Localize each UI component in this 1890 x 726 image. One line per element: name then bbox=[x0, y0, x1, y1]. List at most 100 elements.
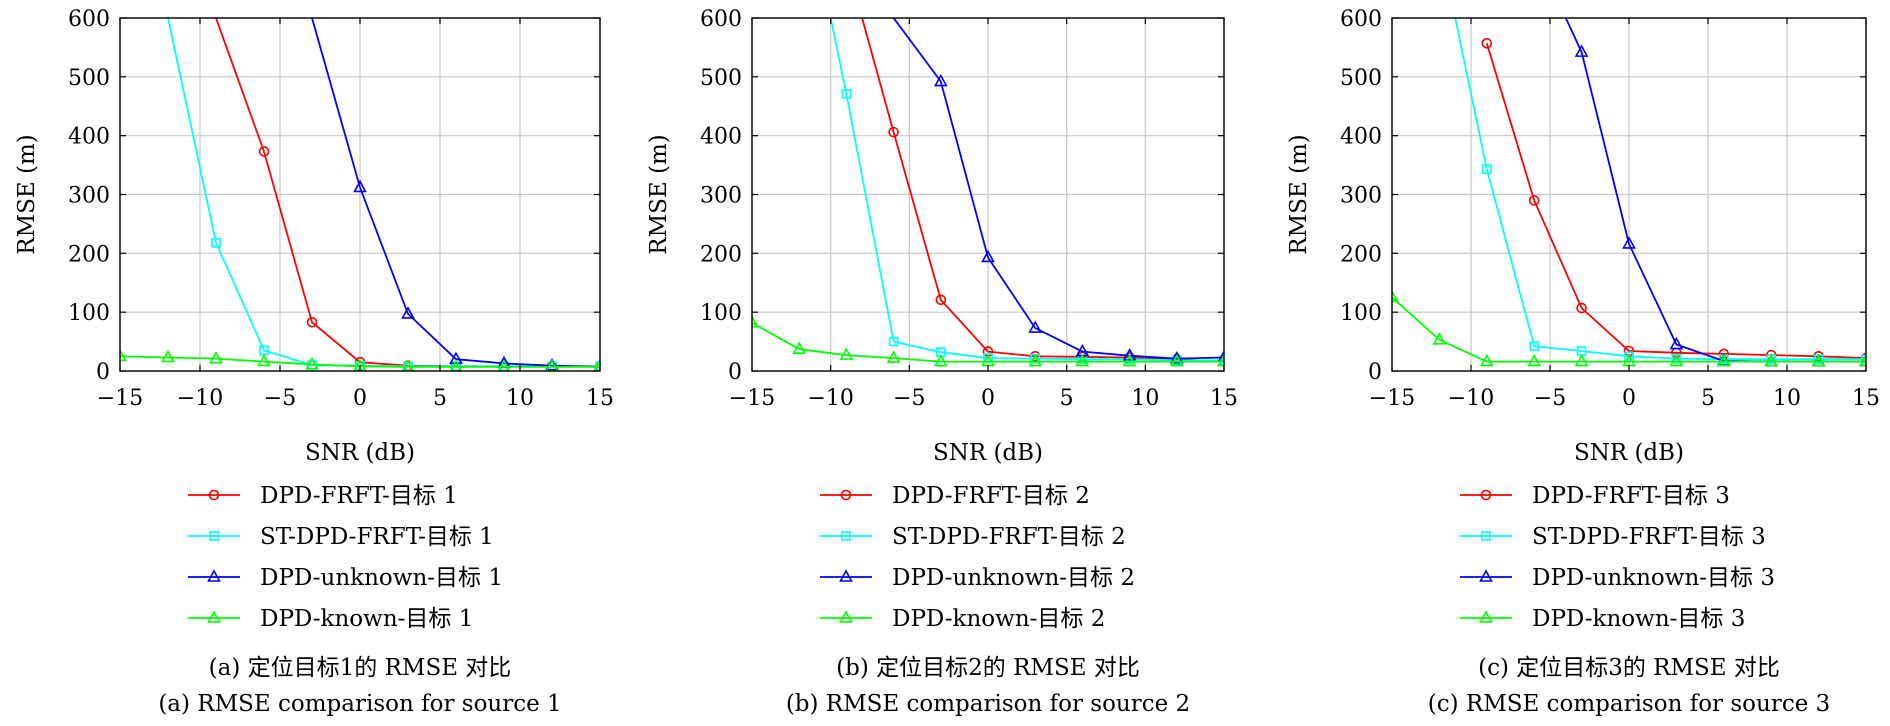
caption-en: (b) RMSE comparison for source 2 bbox=[786, 691, 1190, 717]
data-point bbox=[839, 347, 854, 360]
data-point bbox=[257, 353, 271, 367]
data-point bbox=[120, 348, 127, 362]
data-point bbox=[1122, 353, 1137, 367]
data-point bbox=[792, 341, 807, 355]
legend-marker bbox=[209, 531, 219, 541]
caption-cn: (c) 定位目标3的 RMSE 对比 bbox=[1478, 655, 1780, 681]
legend-item: DPD-known-目标 1 bbox=[188, 606, 473, 632]
legend-item: DPD-known-目标 3 bbox=[1460, 606, 1745, 632]
y-axis-label: RMSE (m) bbox=[646, 134, 672, 254]
x-tick-label: 5 bbox=[1701, 386, 1715, 411]
data-point bbox=[1219, 355, 1224, 366]
data-point bbox=[209, 350, 223, 364]
series-3 bbox=[1564, 18, 1866, 367]
y-tick-label: 200 bbox=[68, 242, 110, 267]
data-point bbox=[1432, 332, 1447, 345]
x-tick-label: −5 bbox=[1534, 386, 1566, 411]
legend-label: ST-DPD-FRFT-目标 3 bbox=[1532, 524, 1766, 550]
legend-label: DPD-known-目标 1 bbox=[260, 606, 473, 632]
x-tick-label: 10 bbox=[1131, 386, 1159, 411]
legend-label: DPD-known-目标 3 bbox=[1532, 606, 1745, 632]
series-line bbox=[1454, 18, 1866, 361]
series-line bbox=[311, 18, 600, 368]
x-tick-label: 10 bbox=[506, 386, 534, 411]
data-point bbox=[888, 336, 899, 347]
y-tick-label: 0 bbox=[96, 360, 110, 385]
data-point bbox=[305, 356, 319, 370]
legend: DPD-FRFT-目标 3 ST-DPD-FRFT-目标 3 DPD-unknown… bbox=[1460, 483, 1775, 632]
data-point bbox=[1075, 353, 1090, 367]
data-point bbox=[888, 126, 899, 138]
data-point bbox=[1574, 44, 1589, 57]
data-point bbox=[1482, 164, 1492, 175]
y-tick-label: 500 bbox=[1340, 66, 1382, 91]
y-tick-label: 600 bbox=[1340, 7, 1382, 32]
data-point bbox=[1479, 353, 1494, 367]
series-line bbox=[167, 18, 600, 368]
legend: DPD-FRFT-目标 1 ST-DPD-FRFT-目标 1 DPD-unknown… bbox=[188, 483, 503, 632]
series-line bbox=[861, 18, 1224, 363]
x-axis-label: SNR (dB) bbox=[305, 440, 415, 466]
legend-item: ST-DPD-FRFT-目标 1 bbox=[188, 524, 494, 550]
data-point bbox=[449, 351, 463, 365]
data-point bbox=[401, 306, 415, 319]
x-tick-label: −15 bbox=[97, 386, 143, 411]
legend-marker bbox=[1479, 610, 1493, 623]
y-tick-label: 600 bbox=[68, 7, 110, 32]
data-point bbox=[1574, 353, 1589, 367]
caption-cn: (b) 定位目标2的 RMSE 对比 bbox=[836, 655, 1140, 681]
series-2 bbox=[1454, 18, 1866, 365]
data-point bbox=[258, 146, 270, 157]
data-point bbox=[1028, 320, 1043, 333]
data-point bbox=[1764, 353, 1779, 367]
data-point bbox=[1122, 348, 1137, 361]
data-point bbox=[1528, 195, 1540, 206]
data-point bbox=[161, 349, 175, 363]
y-tick-label: 100 bbox=[68, 301, 110, 326]
x-tick-label: 0 bbox=[353, 386, 367, 411]
grid bbox=[751, 17, 1225, 372]
series-line bbox=[1485, 43, 1866, 359]
legend-marker bbox=[1480, 489, 1492, 501]
data-point bbox=[752, 315, 759, 328]
data-point bbox=[933, 353, 948, 367]
legend-marker bbox=[1481, 531, 1491, 541]
x-tick-label: −10 bbox=[807, 386, 853, 411]
x-tick-label: 5 bbox=[1060, 386, 1074, 411]
caption-en: (a) RMSE comparison for source 1 bbox=[158, 691, 561, 717]
series-4 bbox=[1392, 289, 1866, 367]
legend-label: DPD-FRFT-目标 3 bbox=[1532, 483, 1730, 509]
x-tick-label: 5 bbox=[433, 386, 447, 411]
y-tick-label: 0 bbox=[1368, 360, 1382, 385]
y-tick-label: 400 bbox=[700, 125, 742, 150]
x-axis-label: SNR (dB) bbox=[933, 440, 1043, 466]
legend-item: DPD-unknown-目标 2 bbox=[820, 565, 1135, 591]
data-point bbox=[1716, 353, 1731, 367]
y-tick-label: 400 bbox=[68, 125, 110, 150]
data-point bbox=[1028, 353, 1043, 367]
legend-marker bbox=[208, 489, 220, 501]
legend-marker bbox=[841, 531, 851, 541]
caption-en: (c) RMSE comparison for source 3 bbox=[1428, 691, 1831, 717]
series-line bbox=[1392, 296, 1866, 363]
data-point bbox=[1669, 336, 1684, 350]
data-point bbox=[1811, 353, 1826, 367]
data-point bbox=[1169, 353, 1184, 367]
data-point bbox=[1481, 37, 1493, 49]
data-point bbox=[1529, 341, 1539, 352]
series-line bbox=[892, 18, 1224, 360]
x-tick-label: −10 bbox=[177, 386, 223, 411]
x-tick-label: −10 bbox=[1448, 386, 1494, 411]
data-point bbox=[1527, 353, 1542, 367]
legend-label: DPD-known-目标 2 bbox=[892, 606, 1105, 632]
y-tick-label: 0 bbox=[728, 360, 742, 385]
series-line bbox=[752, 322, 1224, 363]
chart-panel-3: −15 −10 −5 0 5 10 15 0 100 200 300 400 500 600 SNR (dB… bbox=[1286, 7, 1880, 717]
legend-item: DPD-unknown-目标 3 bbox=[1460, 565, 1775, 591]
data-point bbox=[886, 350, 901, 363]
legend-label: DPD-FRFT-目标 1 bbox=[260, 483, 458, 509]
legend-item: DPD-FRFT-目标 2 bbox=[820, 483, 1090, 509]
data-point bbox=[841, 89, 852, 99]
legend-marker bbox=[840, 489, 852, 501]
